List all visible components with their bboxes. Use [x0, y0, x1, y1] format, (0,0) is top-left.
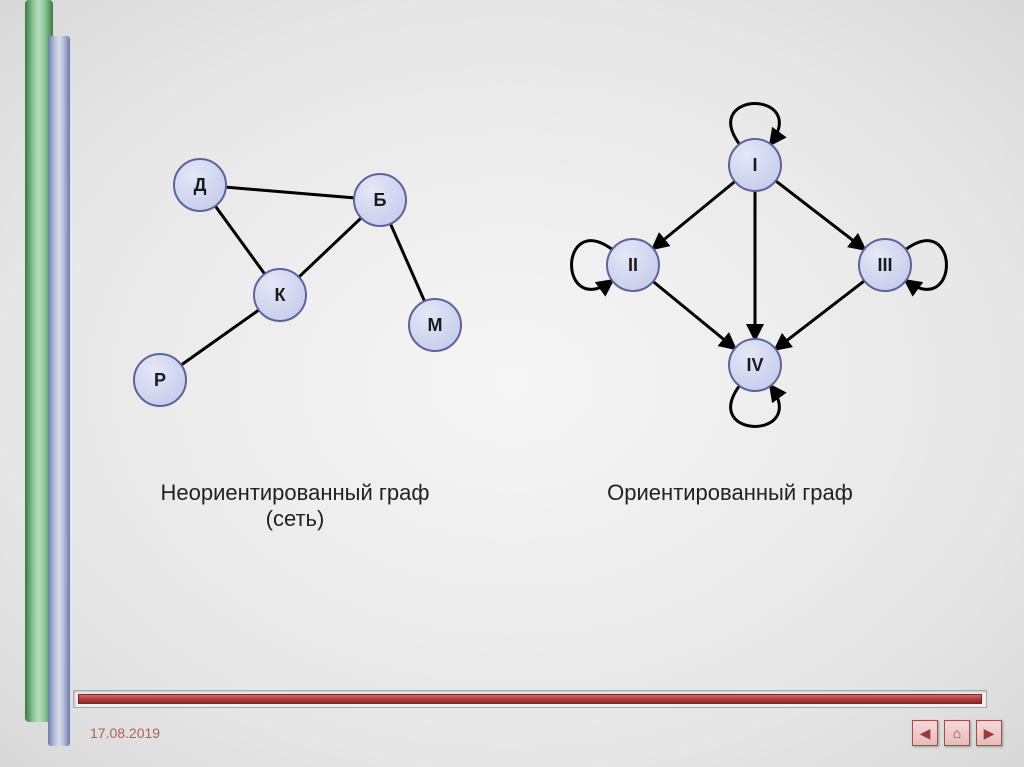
node-label-K: К	[275, 285, 287, 305]
edge	[299, 218, 361, 277]
next-button[interactable]: ▶	[976, 720, 1002, 746]
edge	[215, 206, 264, 274]
node-label-M: М	[428, 315, 443, 335]
prev-button[interactable]: ◀	[912, 720, 938, 746]
slide-canvas: ДБКМР IIIIIIIV Неориентированный граф (с…	[0, 0, 1024, 767]
node-label-II: II	[628, 255, 638, 275]
caption-left: Неориентированный граф (сеть)	[130, 480, 460, 532]
node-label-IV: IV	[746, 355, 763, 375]
edge	[181, 310, 259, 365]
edge	[226, 187, 354, 198]
caption-right: Ориентированный граф	[560, 480, 900, 506]
edge	[776, 281, 865, 349]
edge	[653, 281, 735, 348]
node-label-III: III	[877, 255, 892, 275]
decor-bar-blue	[48, 36, 70, 746]
slide-date: 17.08.2019	[90, 725, 160, 741]
graph-undirected: Д Б К М Р	[115, 130, 505, 430]
caption-right-text: Ориентированный граф	[607, 480, 853, 505]
edge	[776, 181, 865, 249]
nav-buttons: ◀ ⌂ ▶	[912, 720, 1002, 746]
decor-rule-fill	[78, 694, 982, 704]
home-button[interactable]: ⌂	[944, 720, 970, 746]
edge	[653, 181, 735, 248]
node-label-D: Д	[194, 175, 207, 195]
node-label-B: Б	[374, 190, 387, 210]
graph-directed: IIIIIIIV	[555, 75, 975, 455]
caption-left-line1: Неориентированный граф	[161, 480, 430, 505]
decor-rule	[73, 690, 987, 708]
node-label-I: I	[752, 155, 757, 175]
node-label-R: Р	[154, 370, 166, 390]
caption-left-line2: (сеть)	[266, 506, 325, 531]
edge	[390, 224, 424, 301]
